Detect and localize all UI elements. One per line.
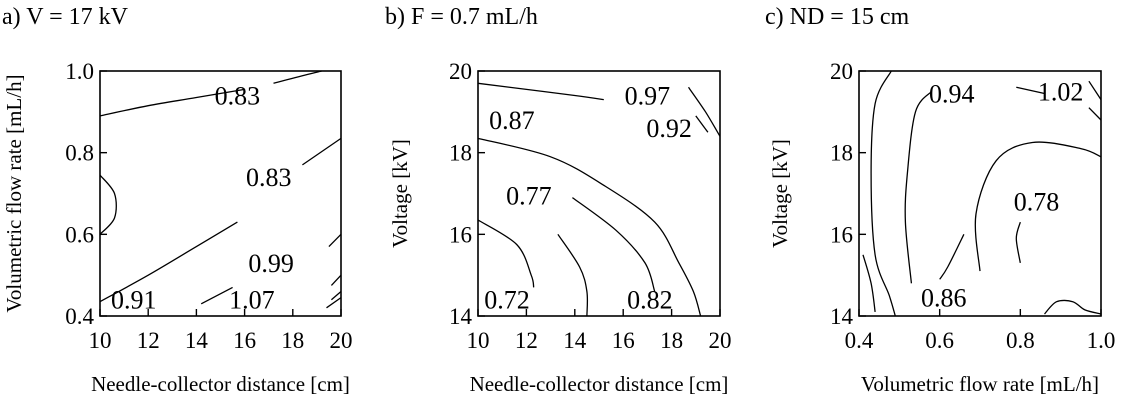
panel-b-y-tick-label: 18	[449, 141, 472, 166]
panel-a-contour-line	[302, 137, 342, 166]
panel-a-contour-line	[200, 286, 233, 305]
panel-b-contour-label: 0.82	[627, 286, 673, 315]
panel-c-x-tick-label: 0.6	[925, 328, 954, 353]
panel-a-contour-label: 1.07	[229, 286, 275, 315]
panel-c-contour-line	[870, 70, 896, 317]
panel-a-x-tick-label: 14	[185, 328, 209, 353]
panel-a-x-tick-label: 18	[281, 328, 304, 353]
panel-b-contour-line	[687, 86, 721, 137]
panel-a-contour-label: 0.91	[111, 286, 157, 315]
panel-c-contours	[862, 70, 1102, 317]
panel-c-contour-line	[1044, 299, 1102, 315]
panel-c-contour-line	[974, 141, 1102, 272]
panel-c-x-tick-label: 0.8	[1006, 328, 1035, 353]
panel-b-plot-frame	[477, 70, 721, 317]
panel-c-contour-label: 0.86	[921, 284, 967, 313]
panel-b-y-tick-label: 14	[449, 304, 473, 329]
panel-c-contour-line	[1015, 221, 1021, 264]
panel-b-x-axis-label: Needle-collector distance [cm]	[470, 372, 729, 396]
panel-a-contour-line	[273, 70, 322, 84]
panel-a-contour-label: 0.83	[246, 163, 292, 192]
panel-c-contour-line	[939, 234, 965, 280]
panel-b-y-tick-label: 16	[449, 222, 472, 247]
panel-c-y-tick-label: 20	[830, 59, 853, 84]
panel-b-y-axis-label: Voltage [kV]	[388, 139, 412, 248]
panel-c-contour-line	[862, 254, 876, 312]
panel-a-contour-label: 0.83	[215, 82, 261, 111]
panel-a-contour-label: 0.99	[248, 249, 294, 278]
panel-c-contour-labels: 0.94 1.02 0.78 0.86	[921, 77, 1083, 312]
panel-b-contour-line	[477, 219, 535, 288]
panel-c-y-tick-label: 18	[830, 141, 853, 166]
panel-c-title: c) ND = 15 cm	[765, 4, 909, 30]
panel-a-contour-labels: 0.83 0.83 0.99 0.91 1.07	[111, 82, 294, 315]
panel-b-contour-label: 0.87	[489, 106, 535, 135]
panel-b-x-tick-label: 18	[660, 328, 683, 353]
panel-b-contours	[477, 82, 721, 317]
panel-b-contour-label: 0.77	[506, 182, 552, 211]
panel-a-title: a) V = 17 kV	[2, 4, 129, 30]
panel-a-x-tick-label: 12	[137, 328, 160, 353]
panel-a-y-axis-label: Volumetric flow rate [mL/h]	[2, 74, 26, 312]
panel-a-y-tick-label: 0.8	[65, 141, 94, 166]
panel-b-contour-line	[557, 233, 589, 317]
panel-b-contour-label: 0.97	[625, 82, 671, 111]
panel-a-x-tick-label: 20	[330, 328, 353, 353]
panel-b-x-tick-label: 12	[515, 328, 538, 353]
panel-b-ticks: 10 12 14 16 18 20 14 16 18 20	[449, 59, 732, 353]
panel-c-contour-label: 0.94	[929, 79, 975, 108]
panel-a-contours	[99, 70, 342, 309]
panel-c-x-tick-label: 1.0	[1087, 328, 1116, 353]
panel-a-y-tick-label: 1.0	[65, 59, 94, 84]
panel-a-x-axis-label: Needle-collector distance [cm]	[91, 372, 350, 396]
panel-c-contour-line	[1088, 107, 1102, 121]
panel-a-ticks: 10 12 14 16 18 20 0.4 0.6 0.8 1.0	[65, 59, 352, 353]
panel-b-y-tick-label: 20	[449, 59, 472, 84]
panel-c-plot-frame	[858, 70, 1102, 317]
panel-c-contour-label: 1.02	[1038, 77, 1084, 106]
panel-a-contour-line	[330, 291, 342, 301]
panel-a-x-tick-label: 16	[233, 328, 256, 353]
panel-c: c) ND = 15 cm 0.4 0.6 0.8 1.0 14 16 18 20 0.94 1…	[765, 4, 1115, 396]
panel-b-x-tick-label: 16	[612, 328, 635, 353]
panel-a-plot-frame	[99, 70, 342, 317]
panel-c-contour-label: 0.78	[1014, 188, 1060, 217]
panel-b-x-tick-label: 14	[563, 328, 587, 353]
panel-b-contour-line	[695, 115, 709, 133]
panel-b-x-tick-label: 20	[709, 328, 732, 353]
panel-b-contour-label: 0.92	[646, 114, 692, 143]
panel-a-contour-line	[330, 274, 342, 286]
panel-a-contour-line	[99, 88, 245, 117]
panel-c-x-tick-label: 0.4	[845, 328, 874, 353]
panel-a-y-tick-label: 0.6	[65, 222, 94, 247]
panel-b-x-tick-label: 10	[467, 328, 490, 353]
panel-a: a) V = 17 kV 10 12 14 16 18 20 0.4 0.6 0.8 1.0 0.…	[2, 4, 353, 396]
panel-c-y-tick-label: 16	[830, 222, 853, 247]
panel-c-contour-line	[1016, 86, 1045, 95]
panel-b-title: b) F = 0.7 mL/h	[385, 4, 538, 30]
panel-c-contour-line	[904, 90, 933, 284]
panel-c-x-axis-label: Volumetric flow rate [mL/h]	[861, 372, 1099, 396]
panel-c-y-tick-label: 14	[830, 304, 854, 329]
panel-a-contour-line	[99, 221, 238, 303]
panel-b: b) F = 0.7 mL/h 10 12 14 16 18 20 14 16 18 20 0.9…	[385, 4, 732, 396]
panel-a-y-tick-label: 0.4	[65, 304, 94, 329]
panel-b-contour-line	[477, 82, 604, 101]
panel-b-contour-labels: 0.97 0.87 0.92 0.77 0.72 0.82	[484, 82, 692, 315]
panel-b-contour-label: 0.72	[484, 286, 530, 315]
panel-b-contour-line	[477, 137, 702, 317]
panel-b-contour-line	[572, 197, 656, 292]
panel-c-ticks: 0.4 0.6 0.8 1.0 14 16 18 20	[830, 59, 1115, 353]
panel-c-contour-line	[1088, 80, 1102, 100]
panel-a-contour-line	[99, 174, 117, 235]
panel-c-y-axis-label: Voltage [kV]	[768, 139, 792, 248]
panel-a-contour-line	[328, 233, 342, 248]
panel-a-contour-line	[326, 297, 342, 309]
panel-a-x-tick-label: 10	[89, 328, 112, 353]
